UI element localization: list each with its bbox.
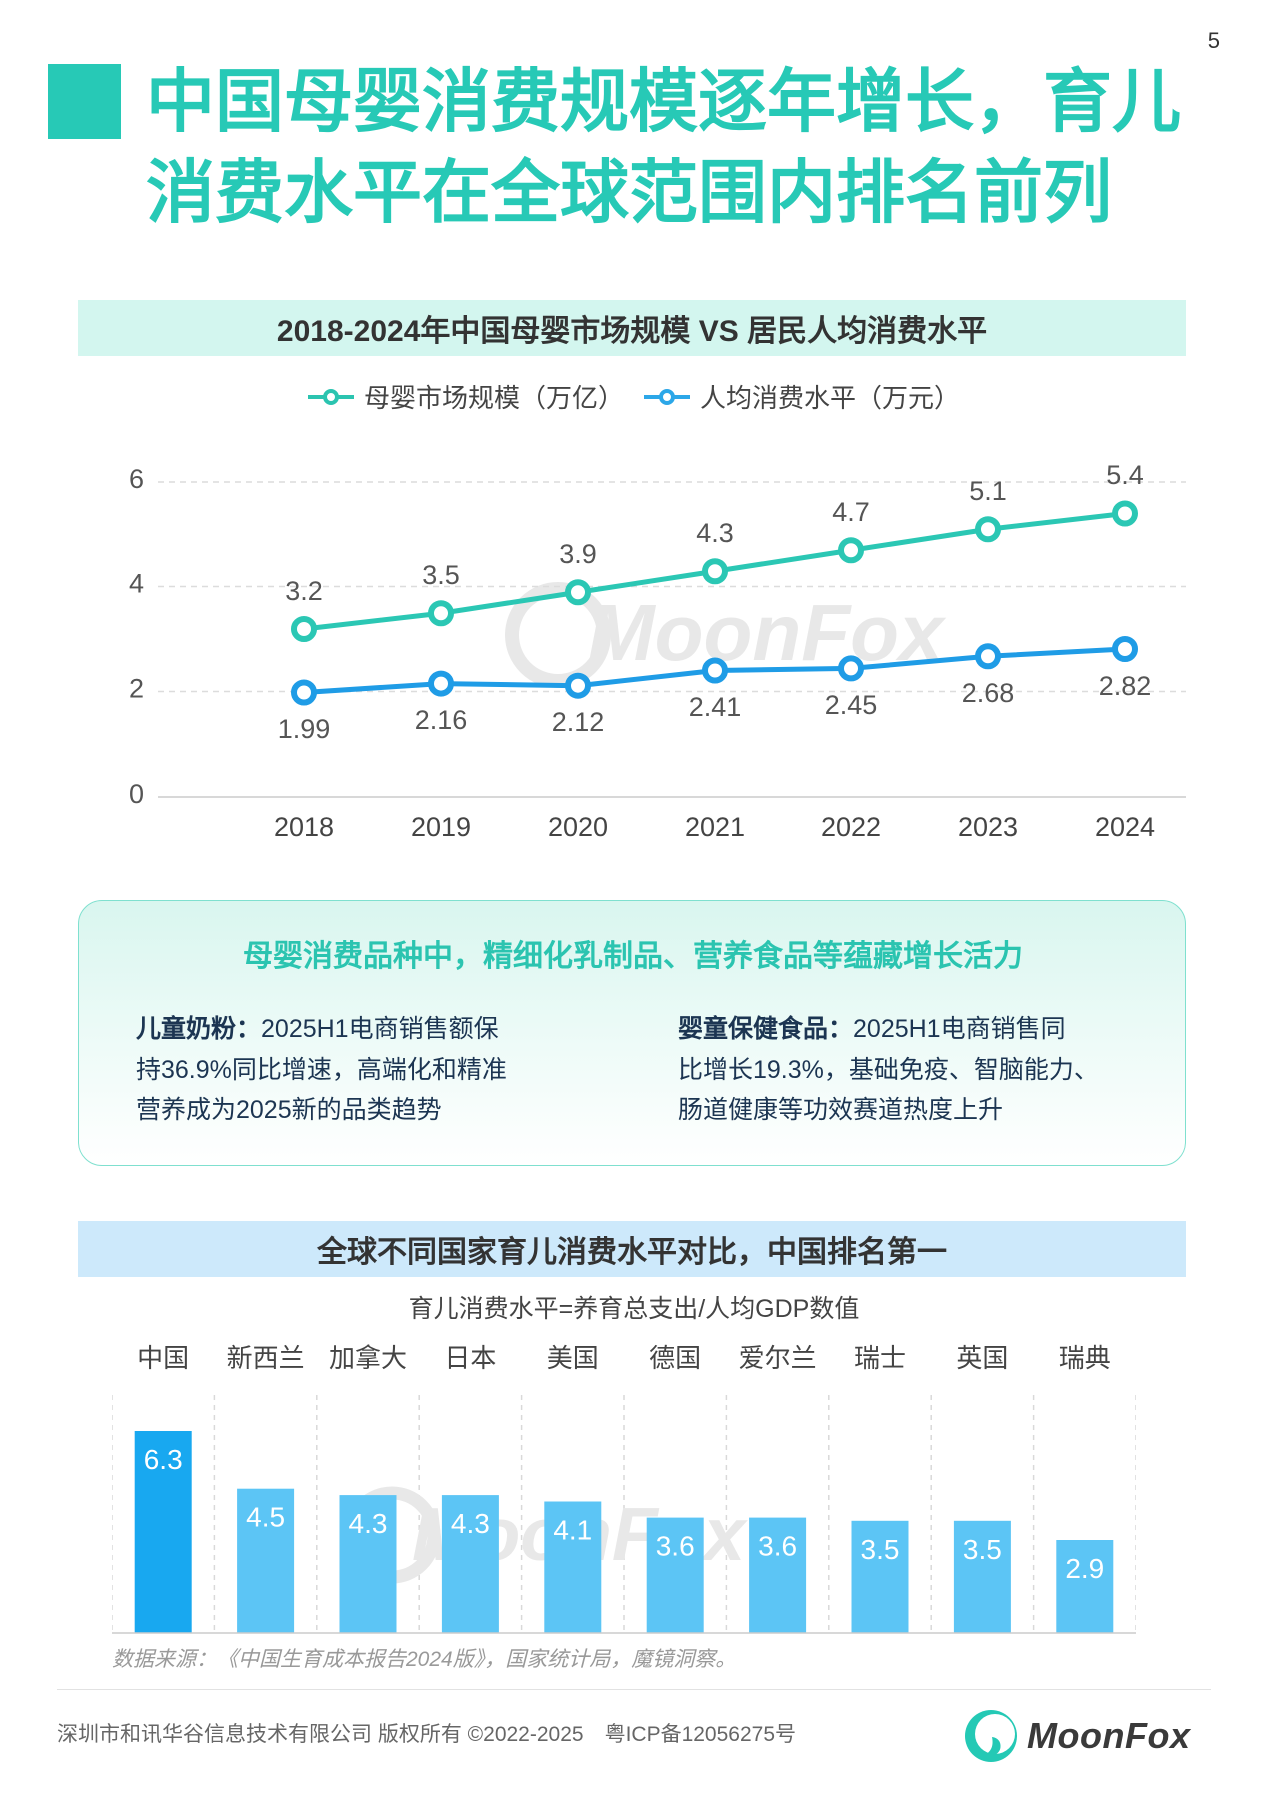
svg-text:3.9: 3.9 xyxy=(559,539,597,569)
svg-text:4.7: 4.7 xyxy=(832,497,870,527)
svg-text:3.6: 3.6 xyxy=(656,1531,695,1562)
svg-text:4.1: 4.1 xyxy=(553,1515,592,1546)
svg-text:5.1: 5.1 xyxy=(969,476,1007,506)
svg-text:3.5: 3.5 xyxy=(861,1534,900,1565)
svg-text:4.3: 4.3 xyxy=(349,1508,388,1539)
svg-text:3.5: 3.5 xyxy=(422,560,460,590)
svg-text:2018: 2018 xyxy=(274,812,334,840)
svg-text:2.12: 2.12 xyxy=(552,707,605,737)
svg-text:2: 2 xyxy=(129,674,144,704)
svg-text:2021: 2021 xyxy=(685,812,745,840)
svg-text:2.45: 2.45 xyxy=(825,690,878,720)
svg-text:2.16: 2.16 xyxy=(415,705,468,735)
svg-text:2022: 2022 xyxy=(821,812,881,840)
svg-text:4.3: 4.3 xyxy=(451,1508,490,1539)
svg-text:1.99: 1.99 xyxy=(278,714,331,744)
svg-text:5.4: 5.4 xyxy=(1106,460,1144,490)
svg-text:2024: 2024 xyxy=(1095,812,1155,840)
svg-text:2.9: 2.9 xyxy=(1065,1553,1104,1584)
svg-text:0: 0 xyxy=(129,779,144,809)
svg-text:6: 6 xyxy=(129,464,144,494)
svg-text:2.41: 2.41 xyxy=(689,692,742,722)
svg-text:2023: 2023 xyxy=(958,812,1018,840)
svg-text:2019: 2019 xyxy=(411,812,471,840)
svg-text:2020: 2020 xyxy=(548,812,608,840)
svg-text:3.5: 3.5 xyxy=(963,1534,1002,1565)
svg-text:2.82: 2.82 xyxy=(1099,671,1152,701)
svg-text:4.5: 4.5 xyxy=(246,1502,285,1533)
svg-text:2.68: 2.68 xyxy=(962,678,1015,708)
svg-text:4.3: 4.3 xyxy=(696,518,734,548)
svg-text:6.3: 6.3 xyxy=(144,1444,183,1475)
svg-text:4: 4 xyxy=(129,569,144,599)
svg-text:3.2: 3.2 xyxy=(285,576,323,606)
svg-text:3.6: 3.6 xyxy=(758,1531,797,1562)
